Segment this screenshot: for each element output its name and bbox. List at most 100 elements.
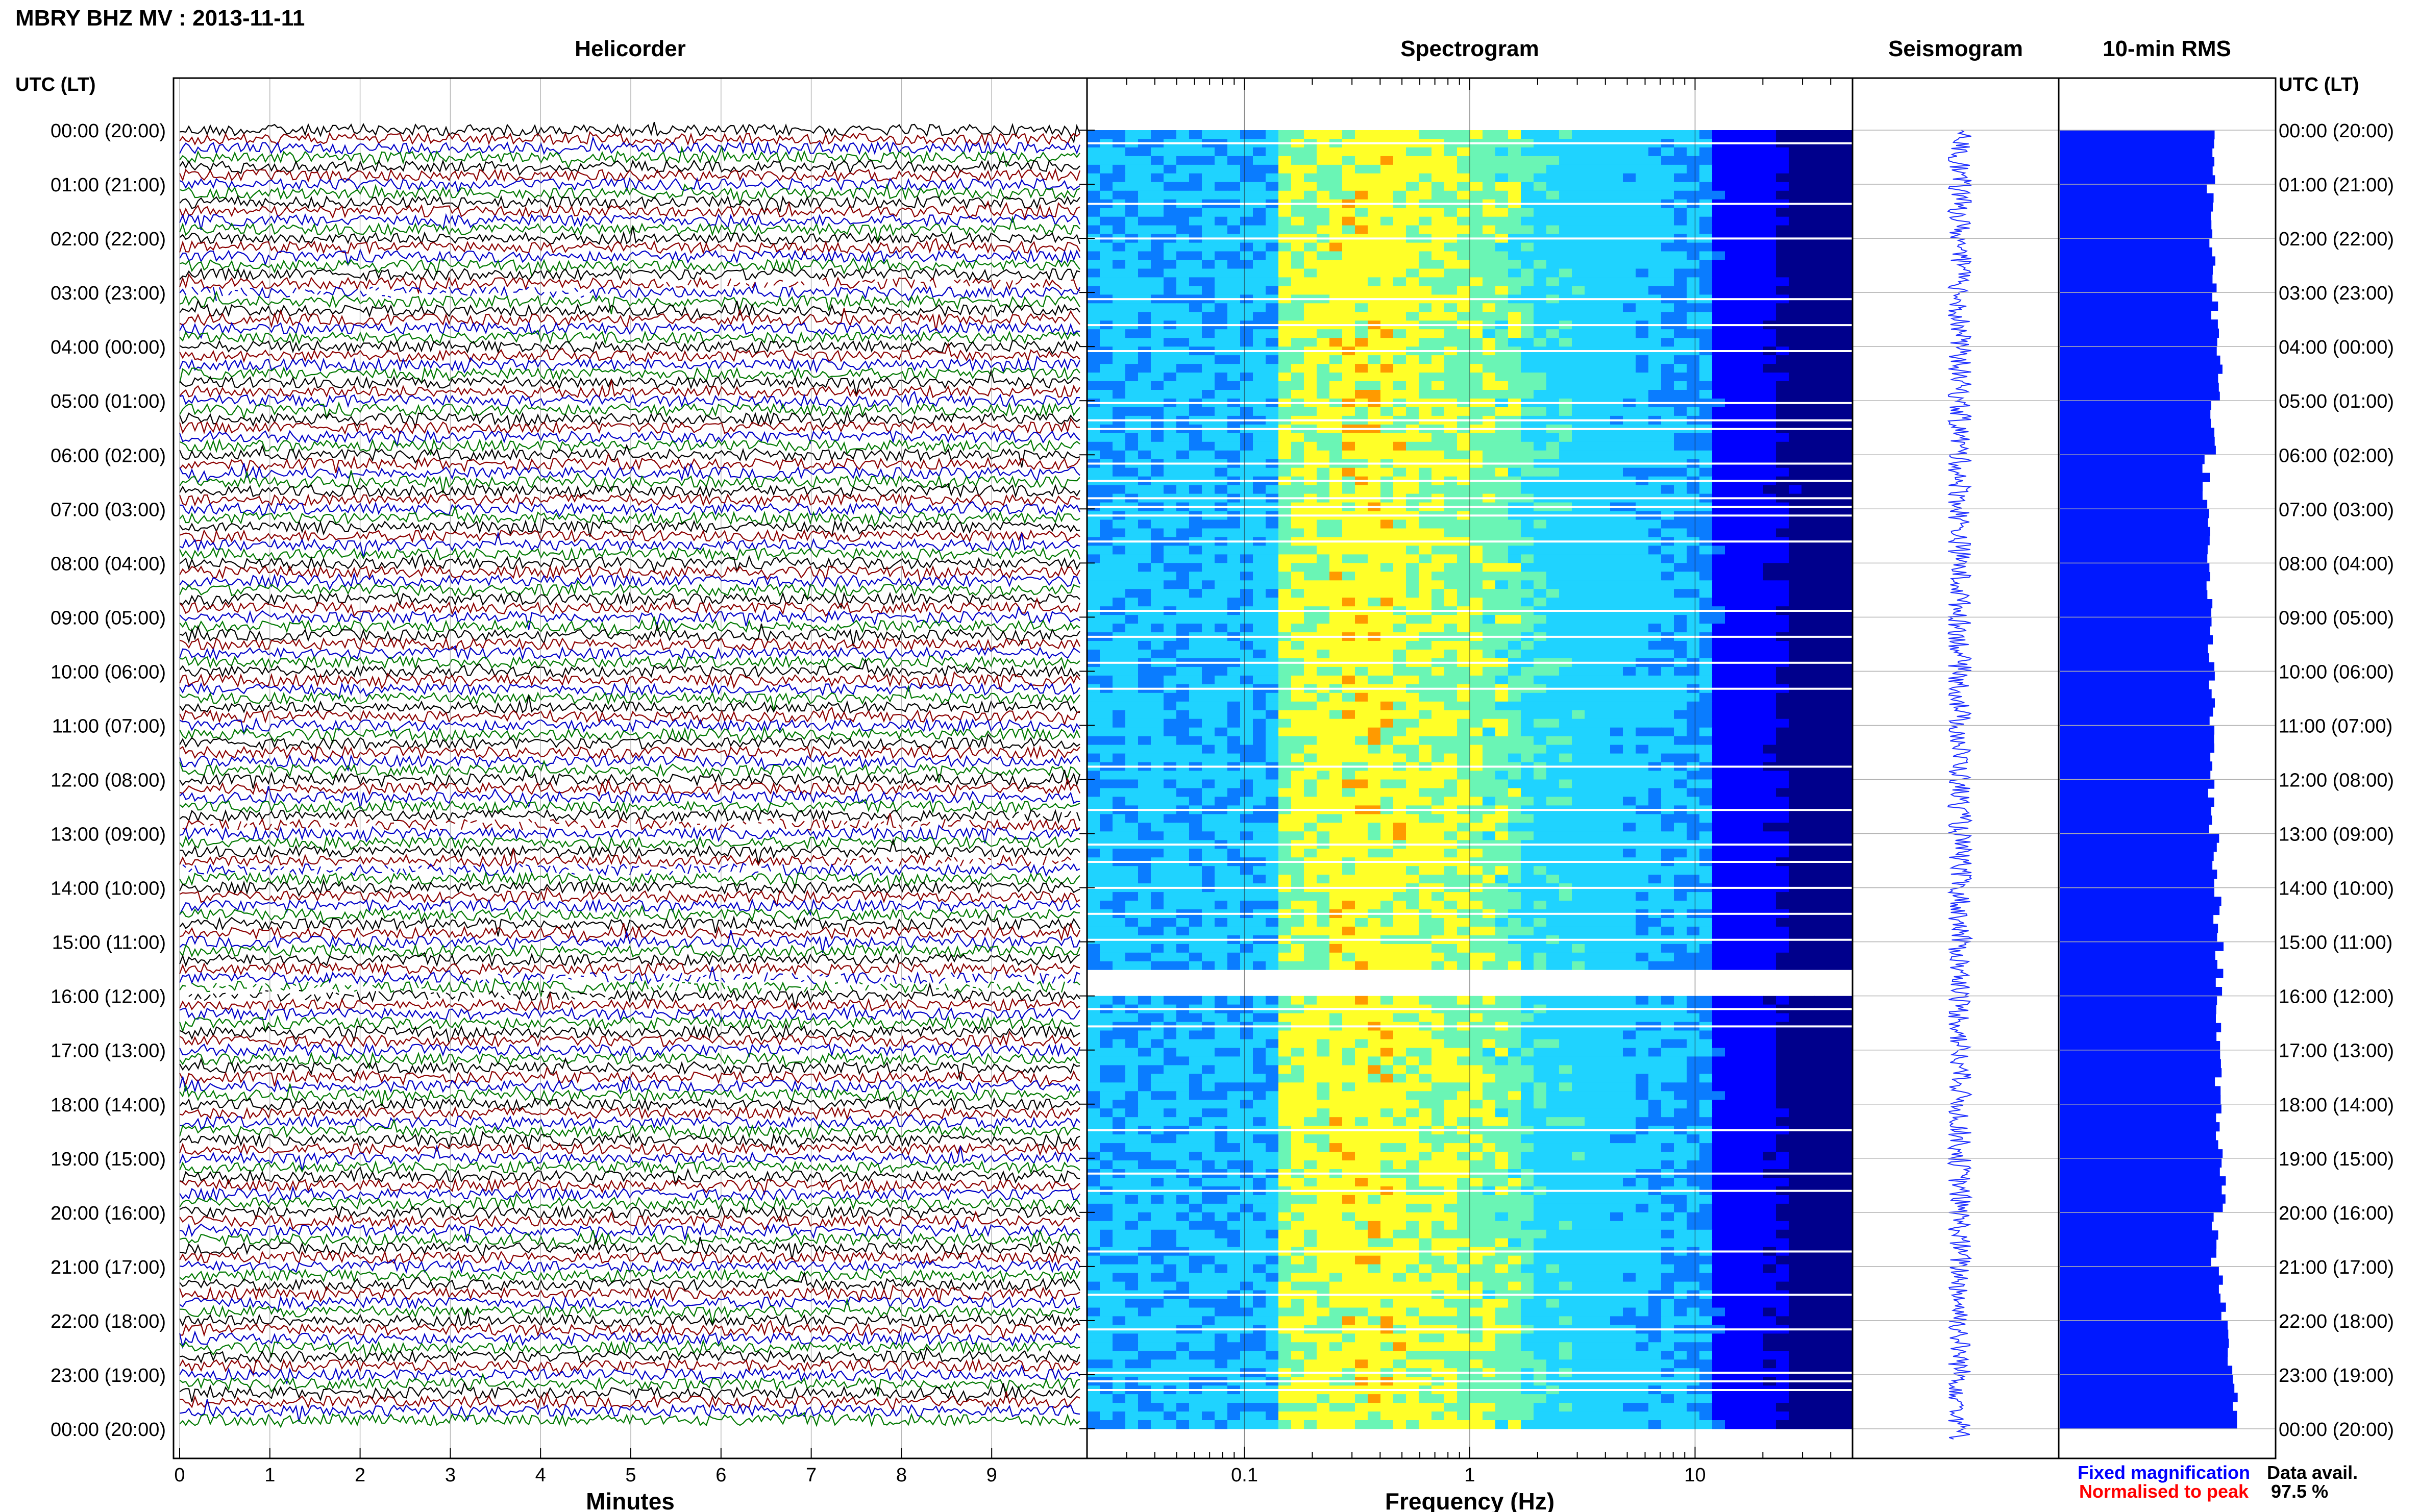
- spectrogram-cell: [1801, 156, 1815, 165]
- spectrogram-cell: [1151, 485, 1164, 494]
- spectrogram-cell: [1329, 251, 1343, 261]
- spectrogram-cell: [1750, 519, 1764, 529]
- spectrogram-cell: [1215, 338, 1228, 347]
- spectrogram-cell: [1610, 373, 1623, 382]
- spectrogram-cell: [1534, 814, 1547, 823]
- spectrogram-cell: [1215, 485, 1228, 494]
- spectrogram-cell: [1215, 355, 1228, 364]
- spectrogram-cell: [1725, 736, 1738, 746]
- spectrogram-cell: [1738, 260, 1751, 269]
- spectrogram-cell: [1419, 485, 1432, 494]
- spectrogram-cell: [1215, 650, 1228, 659]
- spectrogram-cell: [1495, 624, 1509, 633]
- spectrogram-cell: [1738, 528, 1751, 538]
- spectrogram-cell: [1342, 164, 1355, 174]
- spectrogram-cell: [1113, 615, 1126, 624]
- spectrogram-cell: [1610, 381, 1623, 390]
- spectrogram-cell: [1380, 718, 1394, 728]
- spectrogram-cell: [1750, 329, 1764, 338]
- spectrogram-cell: [1789, 338, 1802, 347]
- spectrogram-cell: [1840, 373, 1853, 382]
- spectrogram-cell: [1814, 338, 1828, 347]
- spectrogram-cell: [1712, 710, 1725, 720]
- spectrogram-cell: [1342, 355, 1355, 364]
- spectrogram-cell: [1393, 364, 1406, 373]
- spectrogram-cell: [1457, 225, 1470, 235]
- spectrogram-cell: [1508, 467, 1521, 477]
- spectrogram-cell: [1189, 242, 1202, 252]
- spectrogram-cell: [1738, 390, 1751, 399]
- spectrogram-cell: [1240, 251, 1253, 261]
- spectrogram-cell: [1406, 467, 1419, 477]
- spectrogram-cell: [1431, 164, 1445, 174]
- spectrogram-cell: [1585, 268, 1598, 278]
- spectrogram-cell: [1508, 797, 1521, 806]
- spectrogram-cell: [1610, 225, 1623, 235]
- spectrogram-cell: [1380, 572, 1394, 581]
- spectrogram-cell: [1725, 147, 1738, 157]
- helicorder-trace-row: [182, 862, 1080, 877]
- spectrogram-cell: [1138, 182, 1151, 191]
- spectrogram-cell: [1521, 814, 1534, 823]
- spectrogram-cell: [1457, 675, 1470, 685]
- spectrogram-cell: [1572, 182, 1585, 191]
- spectrogram-cell: [1789, 277, 1802, 286]
- spectrogram-cell: [1444, 779, 1458, 789]
- spectrogram-cell: [1125, 390, 1139, 399]
- spectrogram-cell: [1801, 467, 1815, 477]
- spectrogram-cell: [1457, 208, 1470, 217]
- spectrogram-cell: [1585, 164, 1598, 174]
- spectrogram-cell: [1840, 779, 1853, 789]
- spectrogram-cell: [1470, 701, 1483, 711]
- spectrogram-cell: [1406, 563, 1419, 572]
- spectrogram-cell: [1100, 433, 1113, 442]
- spectrogram-cell: [1202, 190, 1215, 200]
- helicorder-trace-row: [179, 1160, 1080, 1175]
- spectrogram-cell: [1317, 771, 1330, 780]
- spectrogram-cell: [1763, 528, 1776, 538]
- spectrogram-cell: [1699, 580, 1713, 589]
- spectrogram-cell: [1648, 580, 1662, 589]
- spectrogram-cell: [1444, 546, 1458, 555]
- spectrogram-cell: [1393, 190, 1406, 200]
- spectrogram-cell: [1763, 650, 1776, 659]
- spectrogram-cell: [1559, 268, 1572, 278]
- spectrogram-cell: [1521, 338, 1534, 347]
- spectrogram-cell: [1585, 373, 1598, 382]
- spectrogram-cell: [1227, 433, 1241, 442]
- spectrogram-cell: [1687, 710, 1700, 720]
- spectrogram-cell: [1342, 718, 1355, 728]
- spectrogram-cell: [1138, 546, 1151, 555]
- spectrogram-cell: [1597, 433, 1611, 442]
- spectrogram-cell: [1534, 286, 1547, 295]
- spectrogram-cell: [1534, 260, 1547, 269]
- spectrogram-cell: [1329, 407, 1343, 416]
- spectrogram-cell: [1750, 216, 1764, 226]
- spectrogram-cell: [1470, 666, 1483, 676]
- spectrogram-cell: [1419, 260, 1432, 269]
- spectrogram-cell: [1738, 364, 1751, 373]
- spectrogram-cell: [1189, 277, 1202, 286]
- helicorder-trace-row: [179, 531, 1080, 558]
- spectrogram-cell: [1636, 467, 1649, 477]
- spectrogram-cell: [1610, 277, 1623, 286]
- spectrogram-cell: [1202, 355, 1215, 364]
- spectrogram-cell: [1393, 666, 1406, 676]
- spectrogram-cell: [1151, 675, 1164, 685]
- spectrogram-cell: [1419, 407, 1432, 416]
- spectrogram-cell: [1508, 208, 1521, 217]
- spectrogram-cell: [1393, 355, 1406, 364]
- spectrogram-cell: [1495, 485, 1509, 494]
- spectrogram-cell: [1585, 710, 1598, 720]
- spectrogram-cell: [1317, 373, 1330, 382]
- helicorder-trace-row: [179, 1339, 1080, 1360]
- spectrogram-cell: [1521, 580, 1534, 589]
- spectrogram-cell: [1763, 355, 1776, 364]
- spectrogram-cell: [1189, 329, 1202, 338]
- spectrogram-cell: [1227, 277, 1241, 286]
- spectrogram-cell: [1648, 692, 1662, 702]
- spectrogram-cell: [1814, 303, 1828, 312]
- spectrogram-cell: [1380, 771, 1394, 780]
- spectrogram-cell: [1508, 727, 1521, 737]
- spectrogram-cell: [1814, 528, 1828, 538]
